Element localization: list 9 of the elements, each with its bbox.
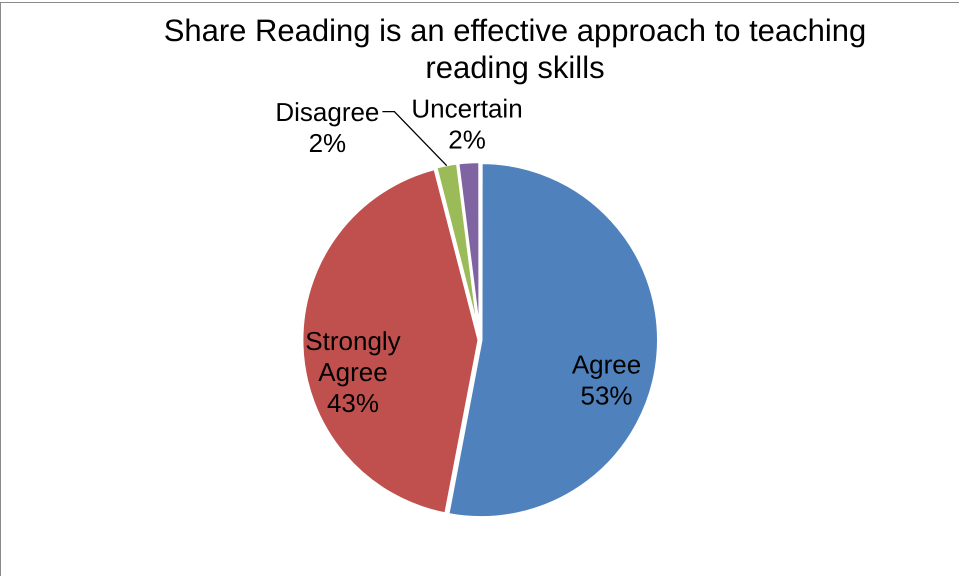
chart-title: Share Reading is an effective approach to teaching reading skills [162, 12, 868, 86]
slice-label: Strongly Agree [305, 326, 401, 388]
data-label: 2% [308, 128, 346, 158]
slice-label: Agree [572, 350, 642, 380]
data-label: 43% [326, 388, 380, 418]
slice-label: Disagree [275, 96, 380, 127]
slice-label: Uncertain [411, 94, 523, 124]
data-label: 2% [448, 124, 486, 155]
data-label: 53% [580, 380, 633, 411]
